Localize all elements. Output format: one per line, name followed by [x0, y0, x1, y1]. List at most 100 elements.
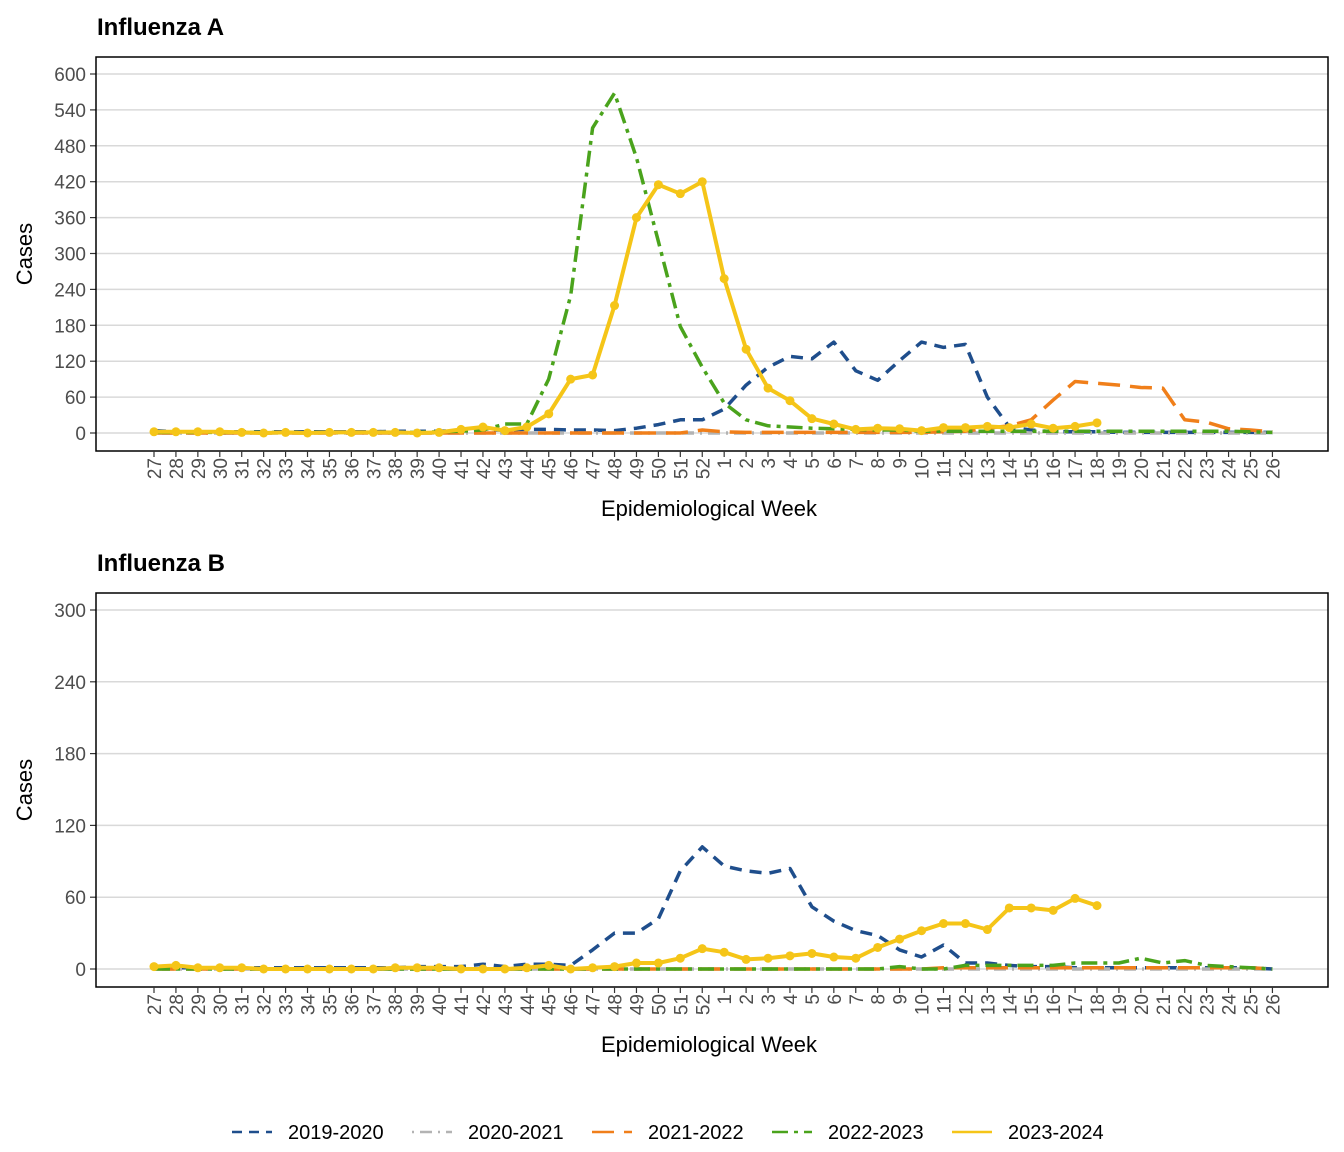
x-tick-label: 18	[1088, 994, 1109, 1015]
series-point-2023-2024	[390, 427, 400, 437]
x-tick-label: 31	[233, 994, 254, 1015]
x-tick-label: 13	[978, 994, 999, 1015]
x-tick-label: 27	[145, 458, 166, 479]
series-point-2023-2024	[566, 374, 576, 384]
x-tick-label: 25	[1242, 994, 1263, 1015]
x-tick-label: 16	[1044, 994, 1065, 1015]
x-tick-label: 23	[1198, 994, 1219, 1015]
x-tick-label: 41	[452, 994, 473, 1015]
x-tick-label: 5	[803, 458, 824, 469]
series-point-2023-2024	[522, 963, 532, 973]
y-tick-label: 480	[54, 137, 86, 158]
x-tick-label: 28	[167, 994, 188, 1015]
series-point-2023-2024	[478, 422, 488, 432]
x-tick-label: 34	[299, 994, 320, 1016]
y-tick-label: 360	[54, 209, 86, 230]
series-point-2023-2024	[653, 180, 663, 190]
series-point-2023-2024	[719, 947, 729, 957]
series-point-2023-2024	[917, 926, 927, 936]
x-tick-label: 26	[1263, 458, 1284, 479]
x-tick-label: 35	[320, 994, 341, 1015]
legend-label-2020-2021: 2020-2021	[468, 1122, 564, 1144]
x-tick-label: 1	[715, 458, 736, 469]
x-tick-label: 21	[1154, 994, 1175, 1015]
panel-influenza-a: Influenza A06012018024030036042048054060…	[12, 14, 1329, 521]
x-tick-label: 9	[891, 458, 912, 469]
x-tick-label: 19	[1110, 458, 1131, 479]
series-point-2023-2024	[938, 423, 948, 433]
y-tick-label: 420	[54, 173, 86, 194]
series-point-2023-2024	[566, 964, 576, 974]
x-tick-label: 42	[474, 994, 495, 1015]
series-point-2023-2024	[829, 952, 839, 962]
series-point-2023-2024	[368, 427, 378, 437]
x-tick-label: 29	[189, 994, 210, 1015]
panel-title: Influenza B	[97, 550, 225, 577]
x-tick-label: 28	[167, 458, 188, 479]
x-tick-label: 22	[1176, 458, 1197, 479]
series-point-2023-2024	[1070, 893, 1080, 903]
series-point-2023-2024	[412, 963, 422, 973]
series-point-2023-2024	[1004, 903, 1014, 913]
series-point-2023-2024	[478, 964, 488, 974]
series-point-2023-2024	[281, 427, 291, 437]
x-tick-label: 41	[452, 458, 473, 479]
x-tick-label: 32	[255, 458, 276, 479]
legend-label-2021-2022: 2021-2022	[648, 1122, 744, 1144]
x-tick-label: 44	[518, 994, 539, 1016]
x-tick-label: 9	[891, 994, 912, 1005]
series-point-2023-2024	[522, 422, 532, 432]
x-tick-label: 30	[211, 994, 232, 1015]
x-tick-label: 13	[978, 458, 999, 479]
y-tick-label: 240	[54, 280, 86, 301]
x-axis-label: Epidemiological Week	[601, 496, 818, 521]
x-tick-label: 8	[869, 994, 890, 1005]
series-point-2023-2024	[807, 948, 817, 958]
series-point-2023-2024	[1070, 421, 1080, 431]
x-tick-label: 25	[1242, 458, 1263, 479]
y-tick-label: 120	[54, 816, 86, 837]
series-point-2023-2024	[960, 423, 970, 433]
series-point-2023-2024	[346, 964, 356, 974]
x-tick-label: 48	[606, 994, 627, 1015]
series-point-2023-2024	[719, 274, 729, 284]
x-tick-label: 26	[1263, 994, 1284, 1015]
series-point-2023-2024	[193, 963, 203, 973]
x-tick-label: 14	[1000, 458, 1021, 480]
series-point-2023-2024	[960, 919, 970, 929]
series-point-2023-2024	[895, 424, 905, 434]
series-point-2023-2024	[215, 963, 225, 973]
series-point-2023-2024	[1092, 901, 1102, 911]
y-tick-label: 0	[75, 424, 86, 445]
series-point-2023-2024	[368, 964, 378, 974]
series-point-2023-2024	[281, 964, 291, 974]
x-tick-label: 38	[386, 458, 407, 479]
x-tick-label: 7	[847, 994, 868, 1005]
x-tick-label: 3	[759, 458, 780, 469]
series-point-2023-2024	[763, 953, 773, 963]
x-tick-label: 42	[474, 458, 495, 479]
series-point-2023-2024	[434, 427, 444, 437]
series-point-2023-2024	[763, 383, 773, 393]
x-tick-label: 52	[693, 458, 714, 479]
x-tick-label: 37	[364, 994, 385, 1015]
series-point-2023-2024	[237, 427, 247, 437]
x-tick-label: 17	[1066, 458, 1087, 479]
series-point-2023-2024	[697, 177, 707, 187]
y-tick-label: 120	[54, 352, 86, 373]
series-point-2023-2024	[215, 427, 225, 437]
series-point-2023-2024	[544, 409, 554, 419]
legend-label-2019-2020: 2019-2020	[288, 1122, 384, 1144]
series-line-2021-2022	[154, 379, 1273, 435]
series-point-2023-2024	[500, 964, 510, 974]
series-point-2023-2024	[390, 963, 400, 973]
series-point-2023-2024	[1026, 419, 1036, 429]
y-axis-label: Cases	[12, 223, 37, 285]
x-tick-label: 11	[934, 458, 955, 478]
x-tick-label: 2	[737, 994, 758, 1005]
x-tick-label: 12	[956, 458, 977, 479]
series-point-2023-2024	[917, 426, 927, 436]
x-tick-label: 15	[1022, 994, 1043, 1015]
series-point-2023-2024	[412, 428, 422, 438]
